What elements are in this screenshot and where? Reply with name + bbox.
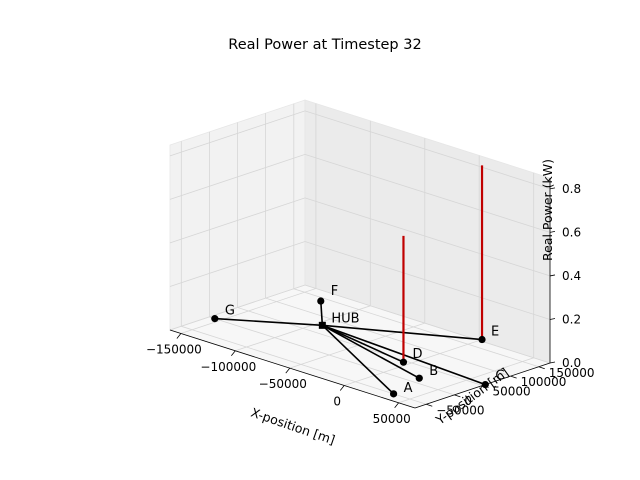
node-marker-e	[478, 335, 486, 344]
node-marker-f	[317, 297, 325, 305]
node-labels: HUB A B C D E F G	[225, 284, 505, 396]
node-marker-a	[389, 390, 398, 398]
node-label-a: A	[404, 381, 413, 396]
edge-hub-e	[322, 324, 483, 341]
edge-hub-g	[214, 317, 323, 327]
z-gridline	[169, 197, 551, 277]
node-label-b: B	[429, 364, 438, 379]
chart-title: Real Power at Timestep 32	[228, 37, 421, 53]
z-tick-label: 0.2	[562, 312, 581, 326]
node-marker-c	[481, 380, 489, 389]
edge-hub-d	[322, 324, 404, 363]
y-tick-label: −50000	[436, 403, 484, 417]
node-label-f: F	[331, 284, 338, 299]
z-gridline	[169, 284, 551, 364]
y-tick-mark	[426, 403, 433, 407]
grid-lines	[169, 103, 551, 405]
x-tick-label: −100000	[200, 360, 256, 374]
x-tick-mark	[394, 402, 399, 409]
x-tick-mark	[176, 333, 182, 339]
z-tick-label: 0.6	[562, 225, 581, 239]
node-label-g: G	[225, 304, 235, 319]
y-tick-mark	[454, 394, 461, 398]
y-tick-mark	[538, 366, 545, 370]
z-axis-label: Real Power (kW)	[540, 159, 555, 261]
node-marker-d	[399, 358, 408, 366]
x-axis-label: X-position [m]	[249, 405, 337, 448]
z-tick-label: 0.4	[562, 269, 581, 283]
hub-marker	[318, 321, 326, 329]
x-axis-line	[169, 329, 416, 409]
z-gridline	[169, 153, 551, 233]
x-tick-label: −150000	[146, 342, 202, 356]
edge-hub-b	[321, 324, 420, 379]
power-bars	[402, 165, 484, 363]
x-tick-mark	[231, 350, 236, 357]
x-tick-label: 50000	[373, 412, 411, 426]
network-nodes	[211, 297, 489, 398]
z-tick-mark	[549, 361, 556, 364]
z-tick-mark	[549, 187, 556, 190]
z-tick-mark	[549, 231, 556, 233]
y-tick-label: 50000	[493, 385, 531, 399]
z-tick-mark	[549, 274, 556, 277]
node-label-e: E	[491, 325, 499, 340]
node-label-c: C	[495, 369, 504, 384]
x-tick-label: 0	[333, 394, 341, 408]
y-tick-label: 100000	[521, 375, 567, 389]
node-marker-b	[415, 374, 423, 382]
edge-hub-f	[319, 300, 324, 326]
x-tick-mark	[339, 385, 345, 391]
edge-hub-a	[321, 324, 395, 395]
node-label-hub: HUB	[331, 311, 359, 326]
node-label-d: D	[412, 347, 422, 362]
z-tick-mark	[549, 318, 556, 320]
z-tick-label: 0.0	[562, 356, 581, 370]
x-tick-label: −50000	[259, 377, 307, 391]
node-marker-g	[211, 315, 219, 323]
axis-ticks: −150000−100000−50000050000−5000005000010…	[146, 178, 595, 426]
z-gridline	[169, 241, 551, 320]
x-tick-mark	[285, 367, 291, 374]
y-tick-mark	[510, 375, 517, 379]
y-tick-label: 150000	[549, 366, 595, 380]
z-tick-label: 0.8	[562, 182, 581, 196]
y-tick-label: 0	[464, 394, 472, 408]
z-gridline	[169, 110, 551, 190]
